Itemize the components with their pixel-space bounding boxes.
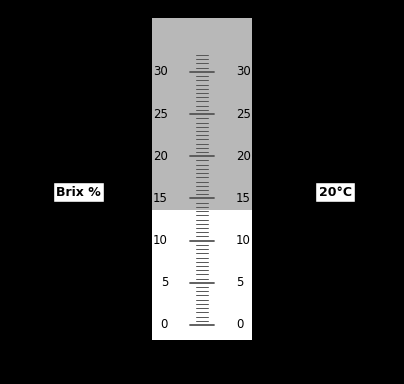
Text: 5: 5 xyxy=(236,276,243,289)
Text: 30: 30 xyxy=(153,65,168,78)
Text: 20°C: 20°C xyxy=(318,185,351,199)
Text: Field of View: Field of View xyxy=(12,351,98,364)
Text: 15: 15 xyxy=(153,192,168,205)
Bar xyxy=(152,18,252,210)
Text: Brix %: Brix % xyxy=(56,185,100,199)
Text: 25: 25 xyxy=(153,108,168,121)
Text: 0: 0 xyxy=(161,318,168,331)
Text: 20: 20 xyxy=(153,150,168,163)
Bar xyxy=(152,210,252,340)
Text: 25: 25 xyxy=(236,108,251,121)
Text: 20: 20 xyxy=(236,150,251,163)
Text: 10: 10 xyxy=(153,234,168,247)
Text: 0: 0 xyxy=(236,318,243,331)
Text: 30: 30 xyxy=(236,65,251,78)
Text: 5: 5 xyxy=(161,276,168,289)
Text: 15: 15 xyxy=(236,192,251,205)
Ellipse shape xyxy=(14,7,390,377)
Text: 10: 10 xyxy=(236,234,251,247)
